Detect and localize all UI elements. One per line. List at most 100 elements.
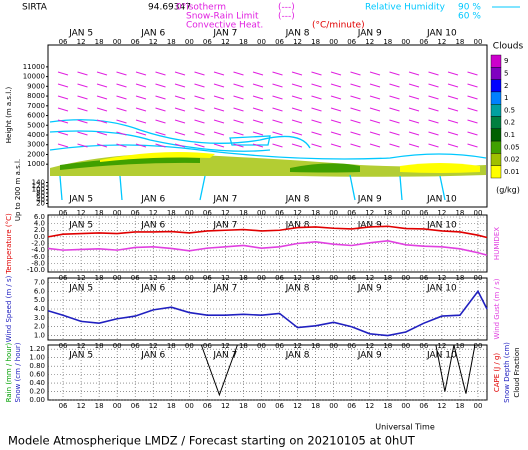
y-tick-label: 1.20: [29, 345, 45, 353]
y-tick-label: 0.00: [29, 396, 45, 404]
wind-arrow: [77, 107, 88, 112]
footer: Modele Atmospherique LMDZ / Forecast sta…: [8, 434, 416, 448]
wind-arrow: [389, 143, 400, 148]
wind-arrow: [57, 95, 69, 100]
wind-arrow: [96, 95, 108, 100]
hour-label: 06: [419, 38, 428, 46]
wind-arrow: [116, 119, 127, 124]
wind-arrow: [272, 107, 283, 112]
y-tick-label: 8000: [27, 92, 45, 100]
wind-arrow: [447, 107, 459, 112]
wind-arrow: [311, 143, 322, 148]
day-label: JAN 9: [357, 29, 382, 39]
snow-label: Snow-Rain Limit: [186, 12, 259, 22]
hour-label: 18: [311, 402, 320, 410]
day-label: JAN 10: [426, 29, 457, 39]
wind-arrow: [252, 131, 264, 136]
hour-label: 00: [474, 38, 483, 46]
hour-label: 18: [455, 38, 464, 46]
hour-label: 18: [167, 209, 176, 217]
wind-arrow: [194, 143, 205, 148]
wind-arrow: [174, 107, 186, 112]
hour-label: 06: [59, 209, 68, 217]
y-tick-label: 6000: [27, 112, 45, 120]
wind-arrow: [77, 95, 88, 100]
wind-arrow: [330, 143, 342, 148]
hour-label: 06: [203, 402, 212, 410]
wind-arrow: [447, 95, 459, 100]
y-tick-label: 0.60: [29, 371, 45, 379]
day-label: JAN 5: [68, 29, 93, 39]
wind-arrow: [350, 95, 361, 100]
wind-arrow: [272, 131, 283, 136]
wind-arrow: [291, 83, 303, 88]
y-tick-label: 7000: [27, 102, 45, 110]
wind-arrow: [116, 95, 127, 100]
wind-arrow: [408, 131, 420, 136]
wind-arrow: [311, 83, 322, 88]
wind-arrow: [96, 107, 108, 112]
y-tick-label: 10000: [23, 73, 45, 81]
wind-arrow: [194, 131, 205, 136]
wind-arrow: [194, 119, 205, 124]
day-label: JAN 9: [357, 284, 382, 294]
day-label: JAN 6: [140, 351, 165, 361]
wind-arrow: [330, 119, 342, 124]
colorbar-cell: [490, 103, 502, 117]
wind-arrow: [272, 143, 283, 148]
day-label: JAN 6: [140, 195, 165, 205]
y-tick-label: 4.0: [34, 305, 45, 313]
hour-label: 00: [474, 209, 483, 217]
y-tick-label: 1.00: [29, 354, 45, 362]
wind-arrow: [311, 71, 322, 76]
wind-arrow: [77, 119, 88, 124]
day-label: JAN 8: [285, 351, 310, 361]
y-tick-label: 2000: [27, 150, 45, 158]
wind-arrow: [428, 131, 439, 136]
hour-label: 12: [365, 402, 374, 410]
wind-arrow: [467, 83, 478, 88]
hour-label: 06: [347, 209, 356, 217]
wind-arrow: [330, 107, 342, 112]
series-line: [200, 344, 476, 397]
wind-arrow: [252, 95, 264, 100]
wind-arrow: [389, 131, 400, 136]
hour-label: 06: [131, 38, 140, 46]
wind-arrow: [135, 107, 147, 112]
day-label: JAN 7: [212, 284, 237, 294]
day-label: JAN 6: [140, 284, 165, 294]
wind-arrow: [467, 131, 478, 136]
wind-arrow: [213, 131, 225, 136]
wind-arrow: [96, 131, 108, 136]
wind-arrow: [428, 107, 439, 112]
hour-label: 06: [347, 38, 356, 46]
hour-label: 12: [149, 38, 158, 46]
wind-arrow: [57, 107, 69, 112]
wind-arrow: [428, 143, 439, 148]
wind-arrow: [233, 107, 244, 112]
wind-arrow: [467, 119, 478, 124]
y-tick-label: 0.20: [29, 388, 45, 396]
day-label: JAN 5: [68, 284, 93, 294]
coord: 94.69347: [148, 3, 191, 13]
hour-label: 18: [311, 38, 320, 46]
wind-arrow: [155, 131, 166, 136]
hour-label: 18: [95, 209, 104, 217]
hour-label: 18: [383, 402, 392, 410]
day-label: JAN 10: [426, 351, 457, 361]
hour-label: 00: [329, 38, 338, 46]
day-label: JAN 5: [68, 221, 93, 231]
wind-arrow: [213, 83, 225, 88]
colorbar-label: 0.2: [504, 119, 515, 127]
day-label: JAN 9: [357, 351, 382, 361]
wind-arrow: [116, 107, 127, 112]
hour-label: 18: [95, 402, 104, 410]
y-tick-label: 1.0: [34, 332, 45, 340]
y-tick-label: 120: [32, 182, 45, 190]
wind-arrow: [213, 119, 225, 124]
colorbar-cell: [490, 128, 502, 142]
hour-label: 00: [329, 402, 338, 410]
hour-label: 00: [257, 209, 266, 217]
y-tick-label: -2.0: [31, 240, 45, 248]
